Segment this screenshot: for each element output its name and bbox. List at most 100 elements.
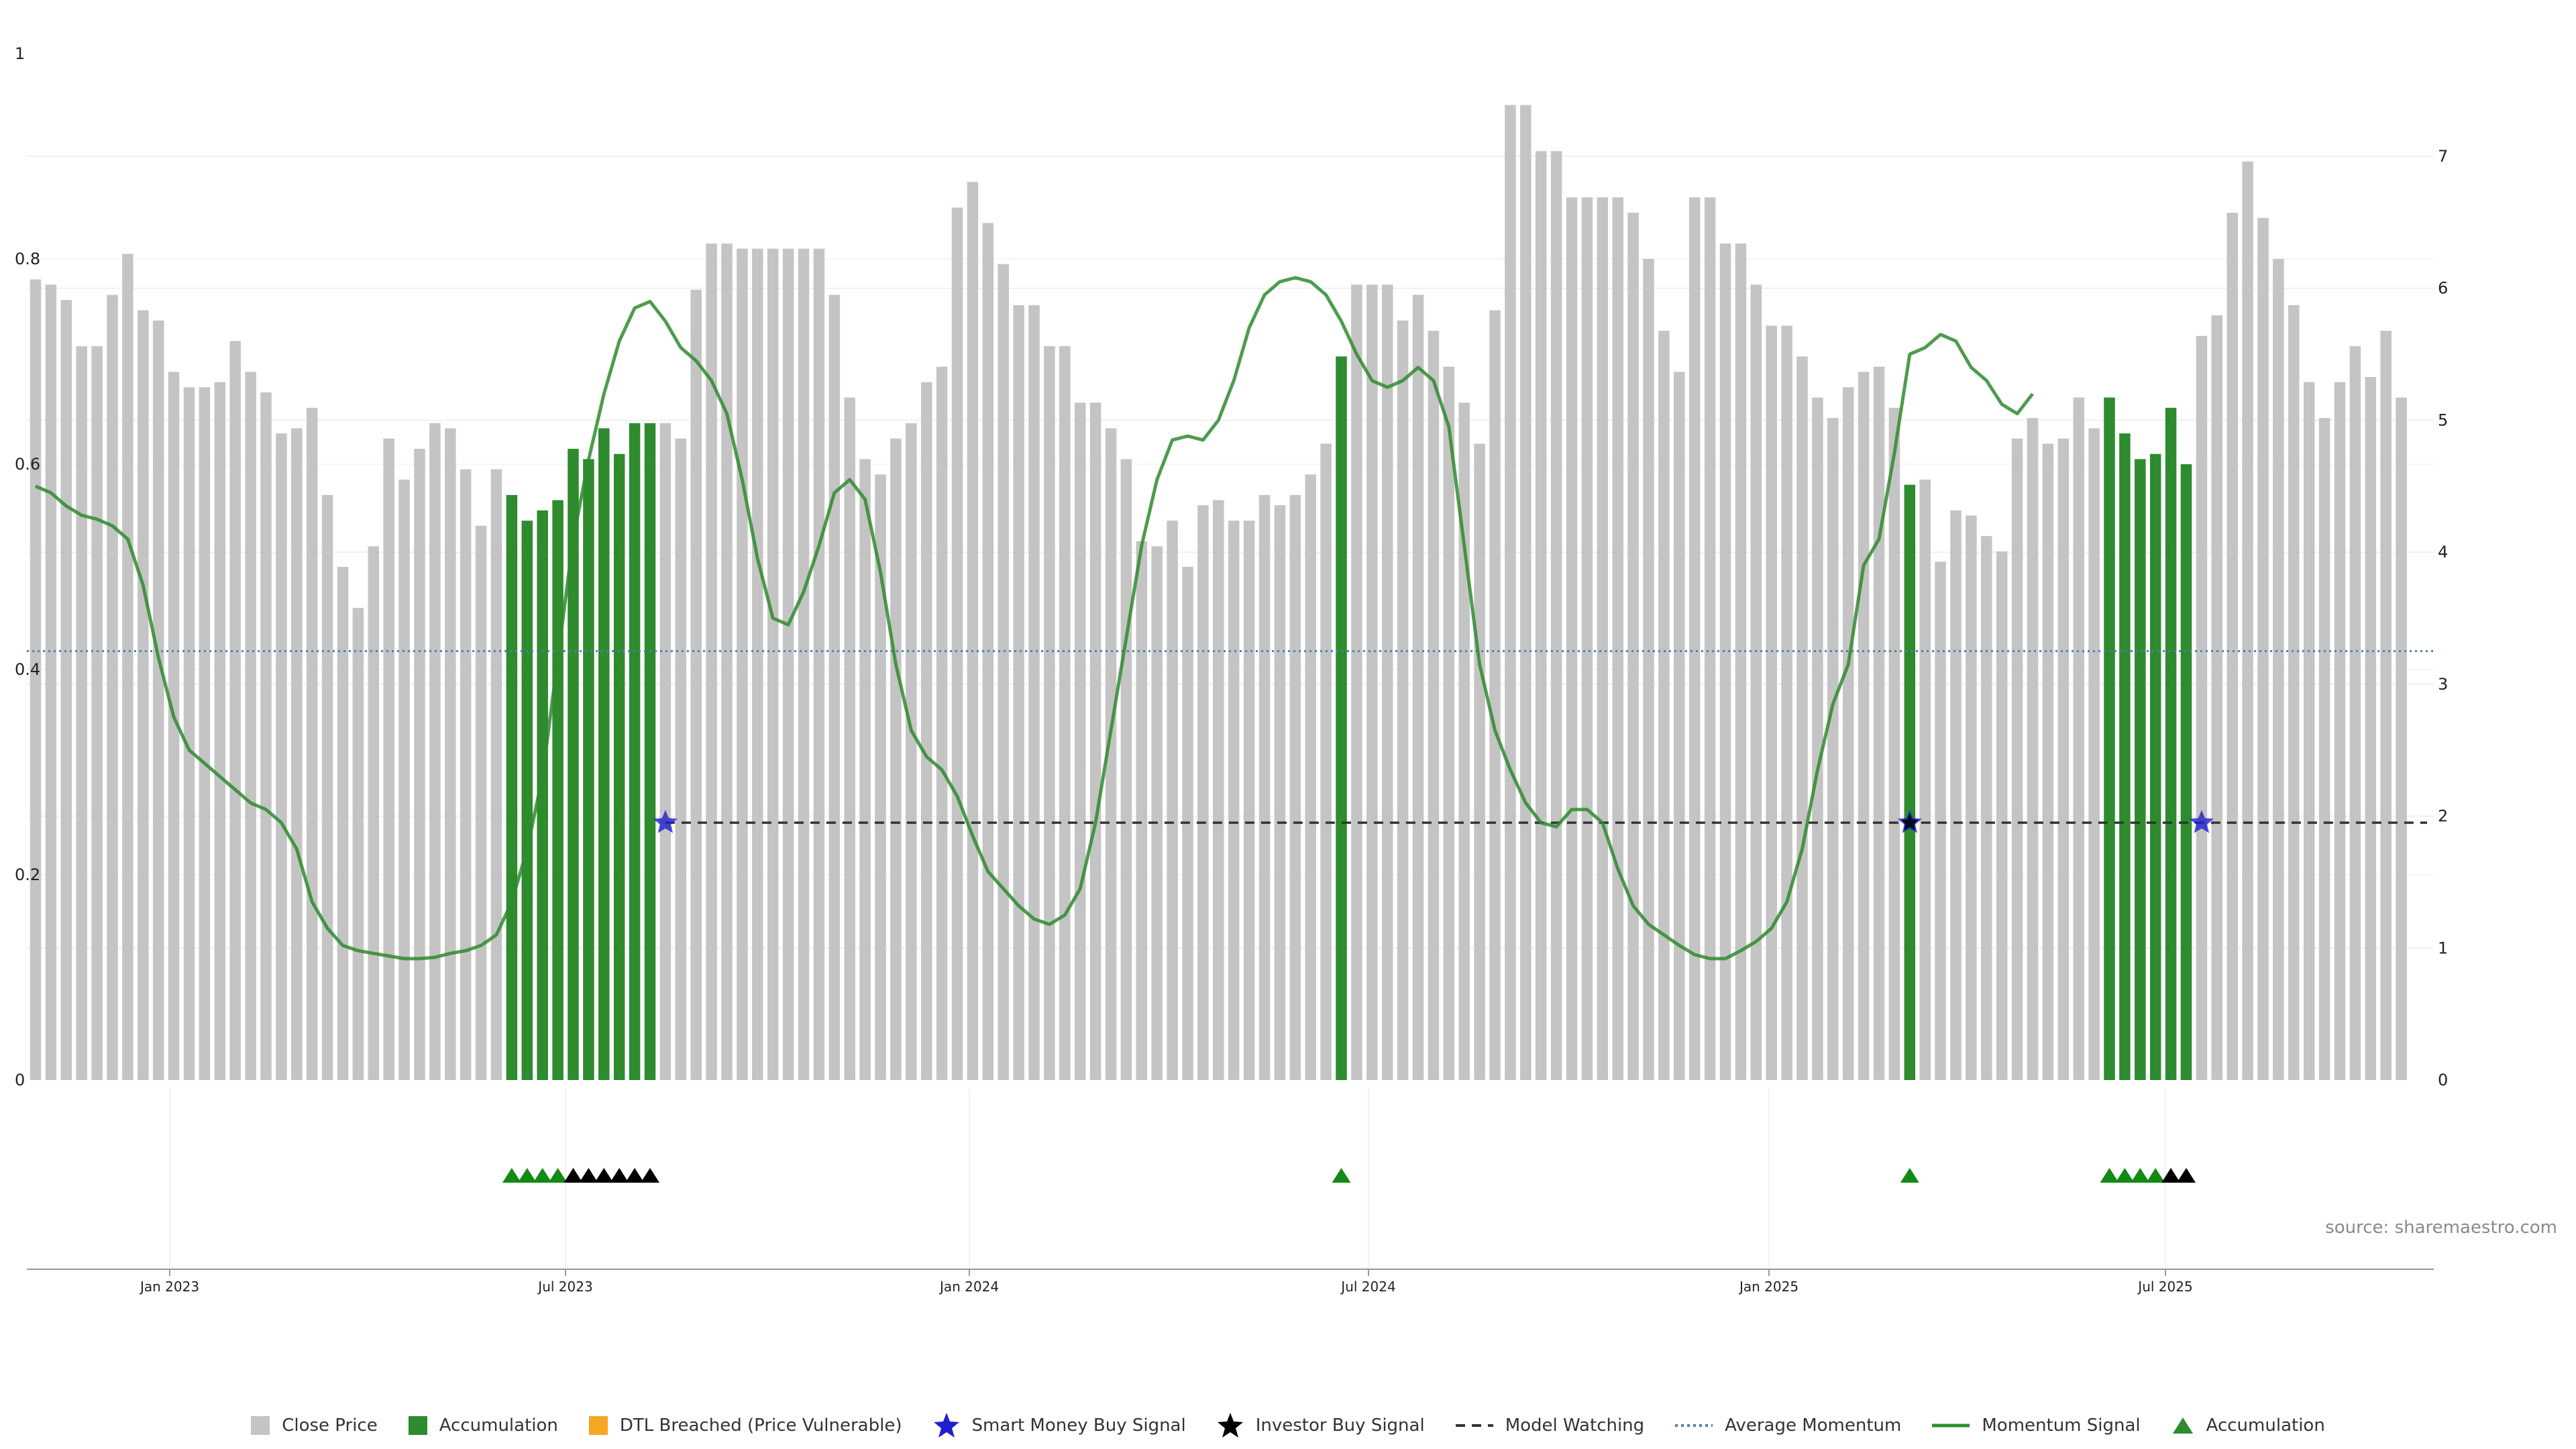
accumulation-bar: [568, 449, 579, 1080]
price-bar: [2057, 438, 2070, 1080]
price-bar: [1735, 244, 1747, 1080]
price-bar: [2318, 418, 2330, 1080]
price-bar: [1505, 105, 1516, 1080]
legend: Close Price Accumulation DTL Breached (P…: [0, 1412, 2576, 1439]
price-bar: [844, 397, 855, 1080]
legend-label: Momentum Signal: [1982, 1415, 2141, 1436]
y-right-tick-label: 2: [2438, 807, 2448, 826]
price-bar: [2349, 346, 2361, 1080]
price-bar: [1167, 521, 1178, 1080]
price-bar: [1812, 397, 1823, 1080]
price-bar: [306, 407, 318, 1080]
investor-triangle: [2177, 1168, 2196, 1183]
accumulation-bar: [1904, 484, 1916, 1080]
price-bar: [1996, 551, 2008, 1080]
x-tick-label: Jul 2024: [1340, 1279, 1395, 1295]
investor-triangle: [625, 1168, 645, 1183]
y-right-tick-label: 7: [2438, 147, 2448, 166]
price-bar: [1873, 366, 1885, 1080]
x-tick-label: Jul 2025: [2137, 1279, 2192, 1295]
legend-label: DTL Breached (Price Vulnerable): [619, 1415, 902, 1436]
accumulation-triangle: [2146, 1168, 2165, 1183]
investor-triangle: [579, 1168, 598, 1183]
legend-item-smart-money[interactable]: Smart Money Buy Signal: [933, 1412, 1186, 1439]
price-bar: [1074, 402, 1086, 1080]
price-bar: [1274, 505, 1286, 1080]
price-bar: [798, 248, 810, 1081]
price-bar: [1658, 331, 1670, 1081]
accumulation-bar: [552, 500, 564, 1080]
y-right-tick-label: 4: [2438, 543, 2448, 561]
price-bar: [828, 294, 841, 1080]
price-bar: [1305, 474, 1316, 1080]
price-bar: [45, 284, 57, 1080]
y-left-tick-label: 1: [15, 44, 25, 63]
price-bar: [1320, 443, 1332, 1080]
y-right-tick-label: 5: [2438, 411, 2448, 429]
price-bar: [967, 182, 979, 1080]
price-bar: [1612, 197, 1623, 1081]
price-bar: [1674, 372, 1685, 1080]
y-left-tick-label: 0.8: [15, 250, 40, 268]
price-bar: [2396, 397, 2407, 1080]
price-bar: [152, 320, 164, 1080]
price-bar: [2242, 161, 2253, 1080]
price-bar: [1950, 510, 1962, 1080]
investor-triangle: [594, 1168, 614, 1183]
legend-item-accumulation-marker[interactable]: Accumulation: [2171, 1415, 2325, 1436]
price-bar: [1535, 151, 1547, 1081]
price-bar: [1013, 305, 1024, 1081]
price-bar: [1489, 310, 1501, 1080]
legend-label: Accumulation: [2206, 1415, 2325, 1436]
price-bar: [1258, 494, 1271, 1080]
accumulation-triangle: [1900, 1168, 1919, 1183]
legend-item-close-price[interactable]: Close Price: [251, 1415, 378, 1436]
price-bar: [1688, 197, 1701, 1081]
price-bar: [690, 289, 702, 1080]
legend-item-average-momentum[interactable]: Average Momentum: [1675, 1415, 1901, 1436]
price-bar: [2073, 397, 2084, 1080]
price-bar: [2088, 428, 2100, 1080]
price-bar: [875, 474, 886, 1080]
accumulation-triangle: [2115, 1168, 2135, 1183]
accumulation-bar: [521, 521, 533, 1080]
price-bar: [1597, 197, 1609, 1081]
price-bar: [1059, 346, 1071, 1080]
price-bar: [1136, 541, 1148, 1080]
price-bar: [2226, 213, 2238, 1080]
legend-item-investor[interactable]: Investor Buy Signal: [1217, 1412, 1425, 1439]
price-bar: [260, 392, 272, 1080]
x-tick-label: Jan 2024: [938, 1279, 999, 1295]
y-right-tick-label: 1: [2438, 938, 2448, 957]
legend-item-accumulation[interactable]: Accumulation: [408, 1415, 558, 1436]
accumulation-bar: [537, 510, 548, 1080]
y-right-tick-label: 6: [2438, 279, 2448, 298]
legend-label: Smart Money Buy Signal: [971, 1415, 1186, 1436]
price-bar: [276, 433, 287, 1080]
price-bar: [1243, 521, 1255, 1080]
legend-item-model-watching[interactable]: Model Watching: [1455, 1415, 1644, 1436]
accumulation-bar: [2135, 459, 2146, 1080]
accumulation-bar: [583, 459, 594, 1080]
price-bar: [767, 248, 779, 1081]
accumulation-triangle: [1332, 1168, 1351, 1183]
price-bar: [2011, 438, 2023, 1080]
price-bar: [2334, 382, 2346, 1080]
legend-item-dtl-breached[interactable]: DTL Breached (Price Vulnerable): [588, 1415, 902, 1436]
price-bar: [1428, 331, 1440, 1081]
price-bar: [1981, 536, 1992, 1080]
price-bar: [2211, 315, 2223, 1080]
price-bar: [1105, 428, 1117, 1080]
price-bar: [183, 387, 195, 1080]
investor-triangle: [2161, 1168, 2181, 1183]
smart-money-star: [653, 810, 678, 833]
accumulation-triangle: [502, 1168, 521, 1183]
price-bar: [1197, 505, 1209, 1080]
price-bar: [291, 428, 303, 1080]
price-bar: [1842, 387, 1854, 1080]
price-bar: [199, 387, 211, 1080]
accumulation-triangle: [533, 1168, 552, 1183]
legend-item-momentum-signal[interactable]: Momentum Signal: [1932, 1415, 2141, 1436]
price-bar: [890, 438, 902, 1080]
price-bar: [1919, 479, 1931, 1080]
